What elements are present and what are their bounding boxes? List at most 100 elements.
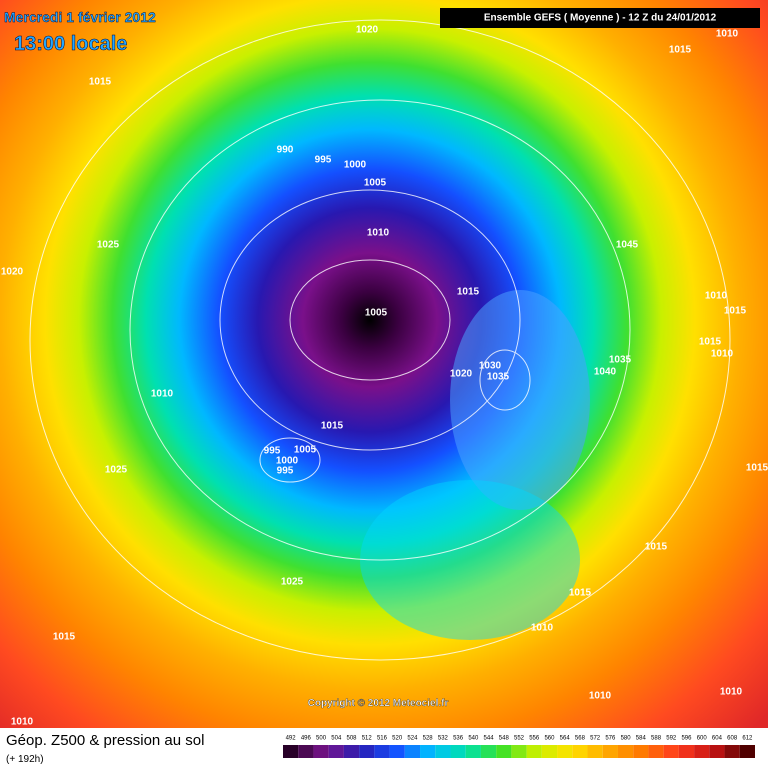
legend-swatch xyxy=(313,745,329,758)
isobar-label: 1015 xyxy=(53,632,76,643)
legend-tick: 524 xyxy=(407,736,418,742)
isobar-label: 1000 xyxy=(276,456,299,467)
legend-swatch xyxy=(359,745,375,758)
model-box xyxy=(440,8,760,28)
copyright: Copyright © 2012 Meteociel.fr xyxy=(308,698,449,709)
isobar-label: 1010 xyxy=(367,228,390,239)
isobar-label: 1020 xyxy=(450,369,473,380)
legend-swatch xyxy=(465,745,481,758)
legend-tick: 572 xyxy=(590,736,601,742)
isobar-label: 1010 xyxy=(720,687,743,698)
legend-tick: 580 xyxy=(621,736,632,742)
legend-swatch xyxy=(724,745,740,758)
model-run: Ensemble GEFS ( Moyenne ) - 12 Z du 24/0… xyxy=(484,13,717,24)
legend-swatch xyxy=(694,745,710,758)
legend-tick: 564 xyxy=(560,736,571,742)
isobar-label: 1020 xyxy=(356,25,379,36)
isobar-label: 995 xyxy=(264,446,281,457)
legend-swatch xyxy=(283,745,299,758)
isobar-label: 1005 xyxy=(365,308,388,319)
geopotential-field xyxy=(0,0,768,728)
legend-swatch xyxy=(633,745,649,758)
legend-tick: 504 xyxy=(331,736,342,742)
legend-tick: 568 xyxy=(575,736,586,742)
legend-swatch xyxy=(557,745,573,758)
field-blob xyxy=(360,480,580,640)
forecast-date: Mercredi 1 février 2012 xyxy=(4,9,156,25)
isobar-label: 1010 xyxy=(705,291,728,302)
isobar xyxy=(29,19,731,661)
legend-tick: 596 xyxy=(681,736,692,742)
legend-swatch xyxy=(420,745,436,758)
isobar xyxy=(289,259,451,381)
legend-swatch xyxy=(709,745,725,758)
legend-swatch xyxy=(374,745,390,758)
isobar-label: 1020 xyxy=(1,267,24,278)
legend-swatch xyxy=(450,745,466,758)
isobar-label: 1025 xyxy=(105,465,128,476)
legend-tick: 520 xyxy=(392,736,403,742)
legend-tick: 560 xyxy=(544,736,555,742)
legend-tick: 612 xyxy=(742,736,753,742)
isobar-label: 1015 xyxy=(669,45,692,56)
legend-tick: 604 xyxy=(712,736,723,742)
isobar-label: 1005 xyxy=(364,178,387,189)
forecast-time: 13:00 locale xyxy=(14,33,127,55)
legend-tick: 536 xyxy=(453,736,464,742)
legend-swatch xyxy=(496,745,512,758)
legend-tick: 552 xyxy=(514,736,525,742)
legend-tick: 600 xyxy=(697,736,708,742)
legend-tick: 592 xyxy=(666,736,677,742)
isobar-label: 1010 xyxy=(151,389,174,400)
isobar-label: 1015 xyxy=(89,77,112,88)
isobar-label: 1015 xyxy=(645,542,668,553)
isobar-label: 1045 xyxy=(616,240,639,251)
legend-swatch xyxy=(602,745,618,758)
isobar-label: 1015 xyxy=(569,588,592,599)
isobar-label: 1010 xyxy=(711,349,734,360)
isobars xyxy=(29,19,731,661)
legend-swatch xyxy=(298,745,314,758)
legend-tick: 492 xyxy=(286,736,297,742)
isobar-label: 1010 xyxy=(531,623,554,634)
legend-swatch xyxy=(480,745,497,758)
legend-swatch xyxy=(617,745,634,758)
legend-swatch xyxy=(572,745,588,758)
legend-subtitle: (+ 192h) xyxy=(6,754,44,765)
legend-swatch xyxy=(343,745,360,758)
legend-swatch xyxy=(435,745,451,758)
legend-tick: 512 xyxy=(362,736,373,742)
legend-swatch xyxy=(541,745,558,758)
isobar xyxy=(259,437,321,483)
isobar-label: 1010 xyxy=(589,691,612,702)
legend-swatch xyxy=(739,745,755,758)
legend-tick: 528 xyxy=(423,736,434,742)
isobar xyxy=(219,189,521,451)
isobar-label: 990 xyxy=(277,145,294,156)
legend-swatch xyxy=(404,745,421,758)
legend-tick: 516 xyxy=(377,736,388,742)
isobar-label: 1010 xyxy=(716,29,739,40)
isobar-label: 1015 xyxy=(699,337,722,348)
isobar-label: 995 xyxy=(277,466,294,477)
legend-swatch xyxy=(587,745,603,758)
legend-tick: 544 xyxy=(484,736,495,742)
legend-tick: 588 xyxy=(651,736,662,742)
legend-swatch xyxy=(678,745,695,758)
legend-tick: 548 xyxy=(499,736,510,742)
isobar-label: 1035 xyxy=(487,372,510,383)
legend-swatch xyxy=(526,745,542,758)
isobar xyxy=(479,349,531,411)
isobar-label: 1030 xyxy=(479,361,502,372)
legend-title: Géop. Z500 & pression au sol xyxy=(6,732,204,749)
field-blob xyxy=(450,290,590,510)
isobar xyxy=(129,99,631,561)
isobar-label: 1010 xyxy=(11,717,34,728)
isobar-label: 1015 xyxy=(724,306,747,317)
isobar-label: 1035 xyxy=(609,355,632,366)
legend-swatch xyxy=(663,745,679,758)
legend-tick: 608 xyxy=(727,736,738,742)
legend-swatch xyxy=(511,745,527,758)
